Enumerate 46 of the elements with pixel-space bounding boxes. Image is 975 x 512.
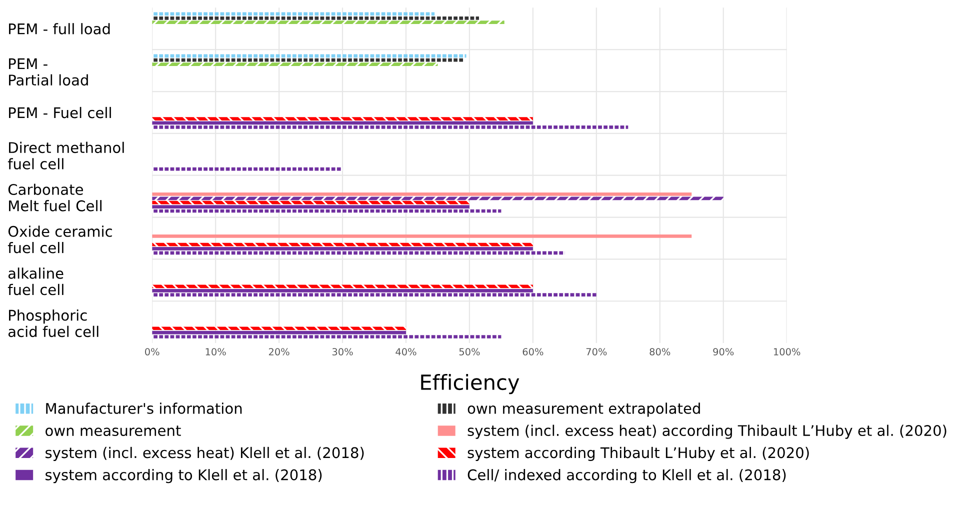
bar [152, 125, 628, 129]
y-tick-label: PEM - full load [9, 23, 110, 34]
bar [152, 288, 533, 292]
y-tick-label: alkaline fuel cell [8, 268, 64, 296]
legend-label: Cell/ indexed according to Klell et al. (2018) [468, 469, 786, 484]
x-tick-label: 100% [774, 348, 800, 356]
bar [152, 335, 502, 338]
x-tick-label: 40% [396, 348, 416, 356]
bar [152, 62, 438, 66]
legend-label: system (incl. excess heat) Klell et al. (2018) [46, 446, 364, 462]
y-tick-label: PEM - Partial load [9, 58, 88, 86]
legend-label: Manufacturer's information [46, 402, 242, 414]
bar [152, 326, 406, 330]
x-tick-label: 90% [713, 348, 734, 356]
bar [152, 247, 533, 250]
bar [152, 196, 724, 200]
bar [152, 20, 504, 24]
legend-label: own measurement [46, 426, 181, 436]
legend-label: system according Thibault L’Huby et al. (2020) [468, 446, 809, 462]
bar [152, 58, 464, 62]
x-tick-label: 70% [586, 348, 607, 356]
bar [152, 293, 596, 297]
y-tick-label: Oxide ceramic fuel cell [8, 226, 112, 254]
x-axis-title: Efficiency [421, 374, 520, 394]
x-tick-label: 20% [268, 348, 290, 356]
x-tick-label: 10% [206, 348, 226, 356]
bar [152, 251, 565, 255]
y-tick-label: Phosphoric acid fuel cell [8, 309, 98, 338]
bar [152, 200, 470, 204]
y-tick-label: PEM - Fuel cell [9, 106, 111, 118]
bar [152, 117, 533, 120]
legend-label: system (incl. excess heat) according Thibault L’Huby et al. (2020) [468, 424, 946, 439]
bar [152, 205, 470, 208]
x-tick-label: 0% [145, 348, 160, 356]
y-tick-label: Direct methanol fuel cell [8, 142, 124, 170]
y-tick-label: Carbonate Melt fuel Cell [8, 184, 102, 212]
x-tick-label: 60% [522, 348, 544, 356]
x-tick-label: 80% [650, 348, 670, 356]
legend-label: system according to Klell et al. (2018) [46, 469, 322, 484]
legend-label: own measurement extrapolated [468, 402, 700, 417]
bar [152, 54, 466, 58]
x-tick-label: 30% [332, 348, 353, 356]
bar [152, 192, 692, 196]
bar [152, 16, 479, 20]
bar [152, 234, 692, 238]
x-tick-label: 50% [459, 348, 480, 356]
